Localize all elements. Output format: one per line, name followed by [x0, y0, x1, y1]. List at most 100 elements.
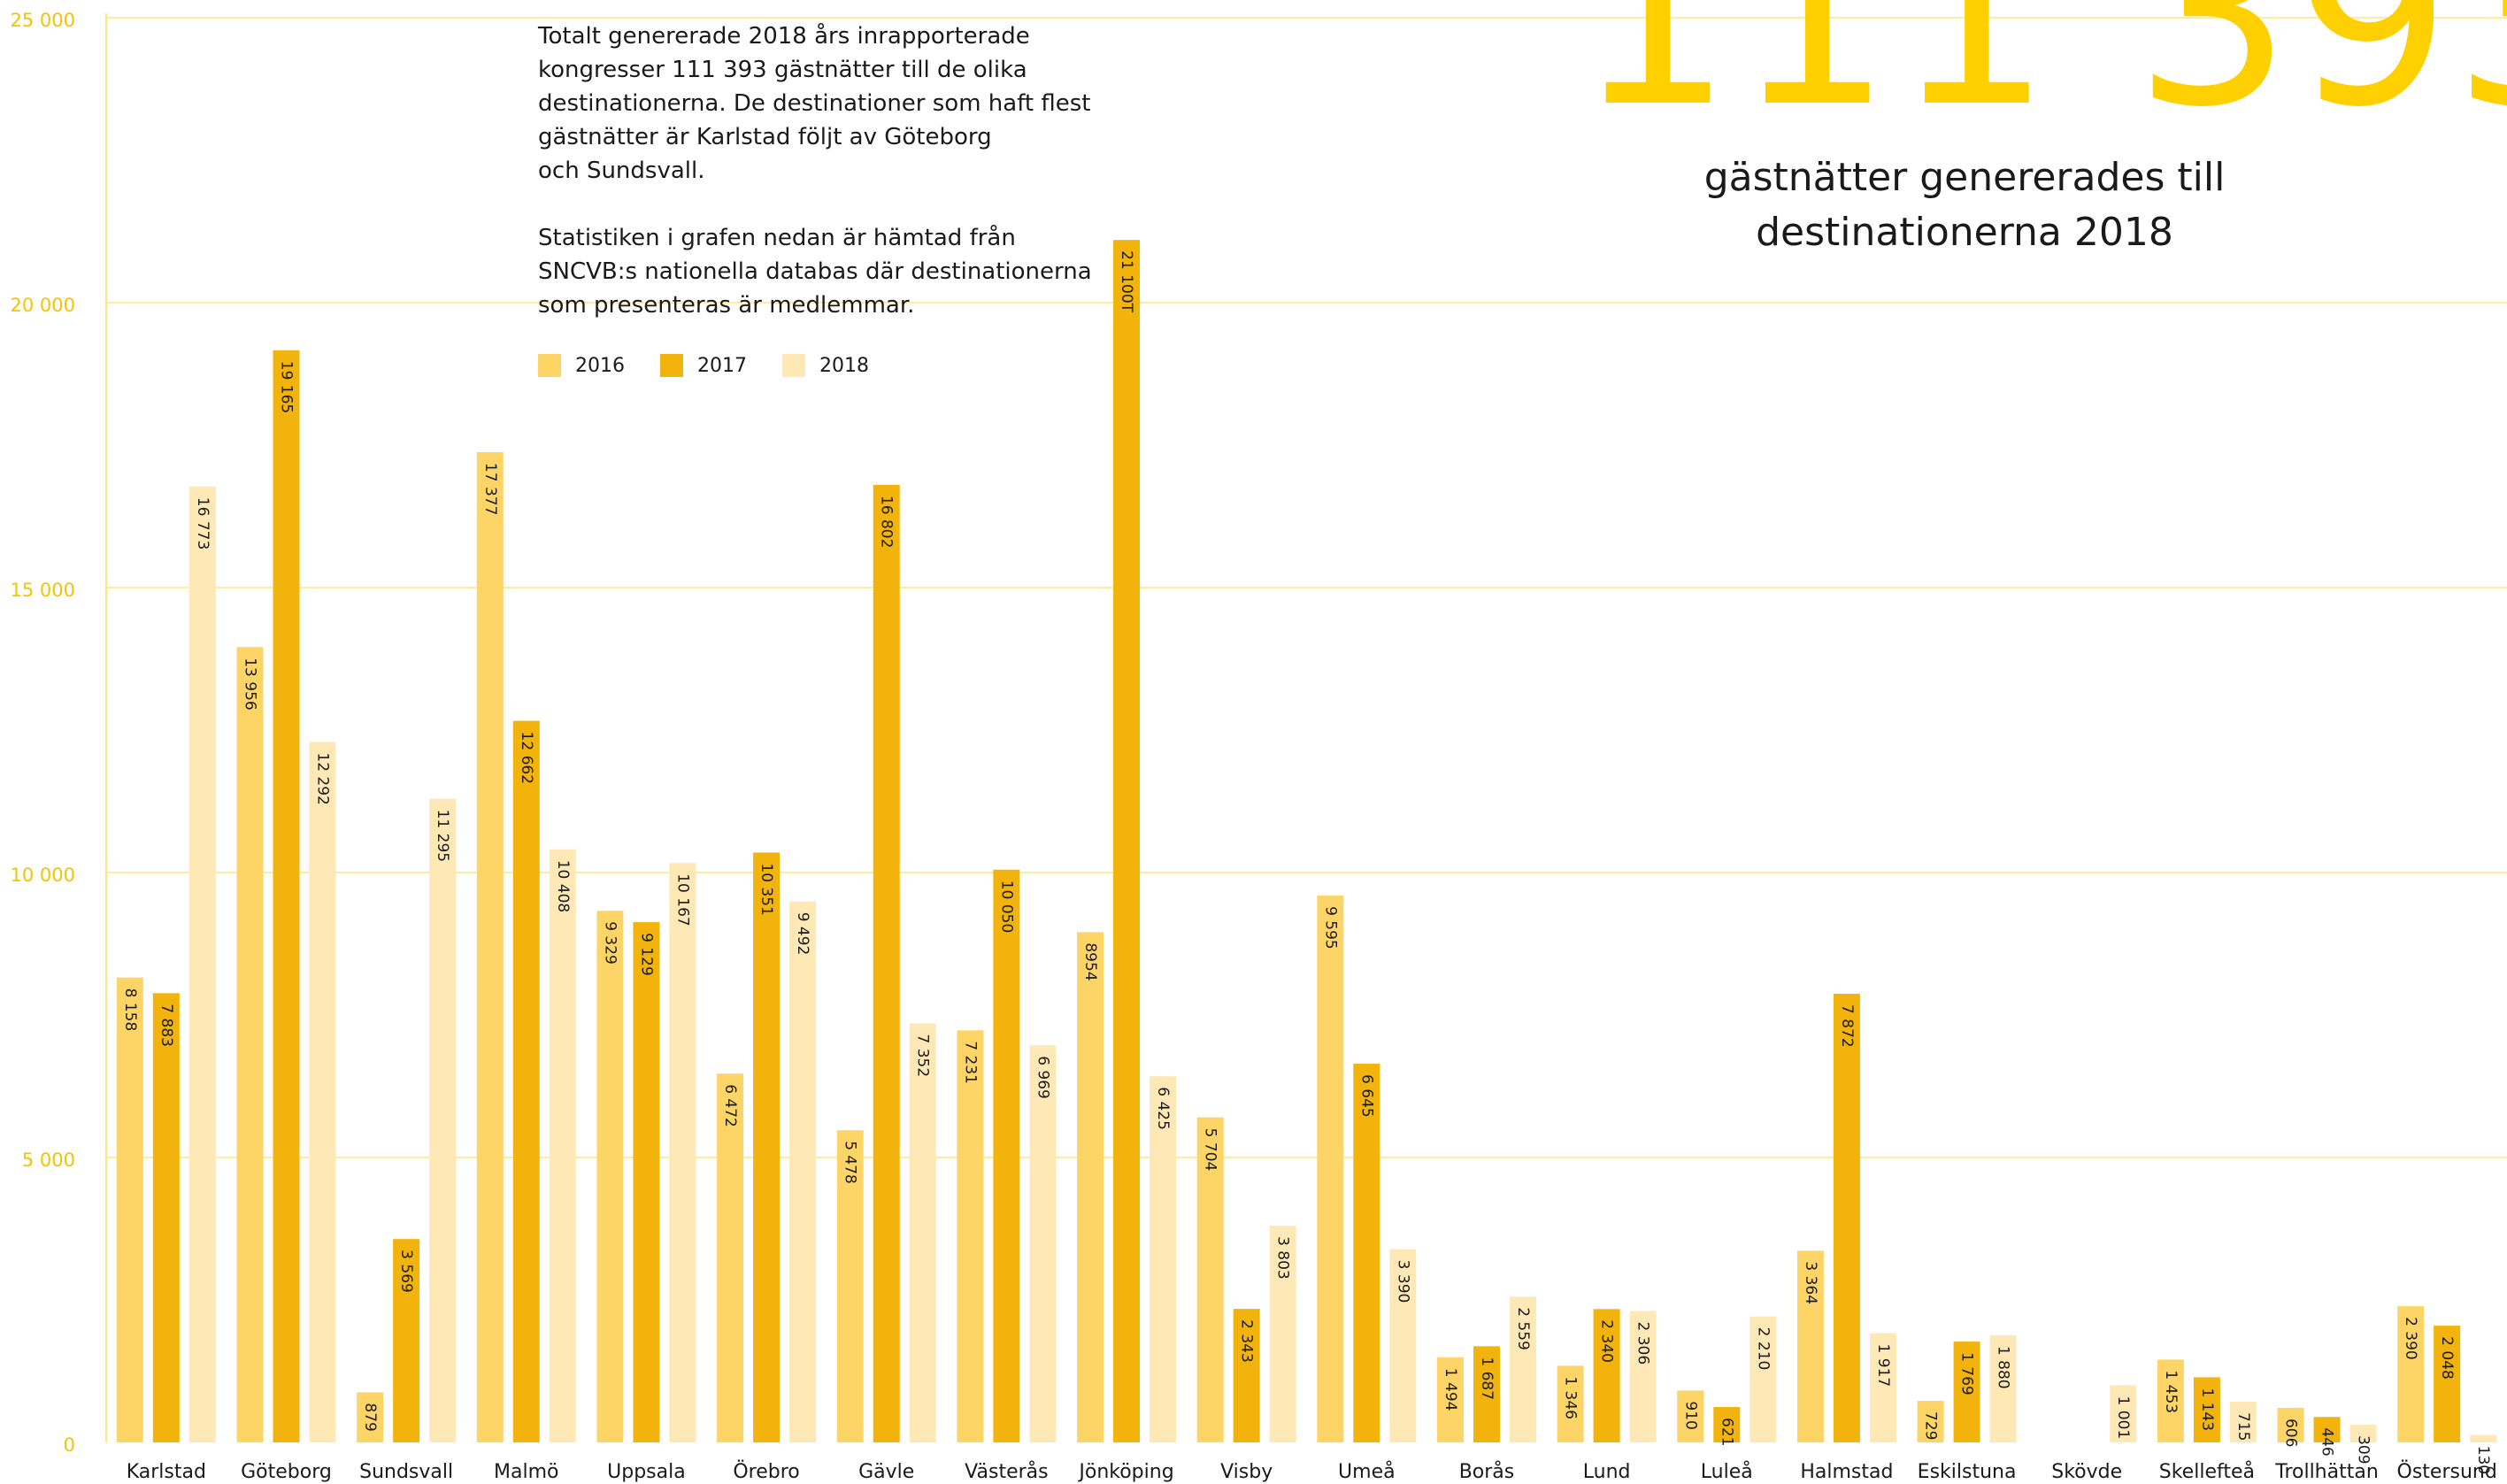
- value-label: 16 802: [878, 496, 896, 548]
- bar-2016-17: [2157, 1359, 2184, 1442]
- legend-item-2016: 2016: [538, 354, 625, 377]
- bar-2018-17: [2229, 1401, 2257, 1442]
- legend-item-2018: 2018: [782, 354, 869, 377]
- bar-2016-9: [1196, 1117, 1224, 1442]
- bars: [116, 240, 2497, 1443]
- y-tick-label: 5 000: [22, 1150, 75, 1171]
- value-label: 2 390: [2402, 1317, 2419, 1360]
- bar-2017-15: [1953, 1342, 1980, 1442]
- bar-2018-12: [1629, 1311, 1657, 1442]
- bar-2017-17: [2193, 1377, 2220, 1442]
- x-tick-label: Karlstad: [127, 1461, 206, 1483]
- value-label: 13 956: [241, 657, 258, 710]
- bar-2017-3: [512, 720, 540, 1442]
- value-labels: 8 158 7 883 16 773 13 956 19 165 12 292 879 3 5…: [121, 250, 2492, 1474]
- x-tick-label: Örebro: [733, 1460, 799, 1483]
- bar-2017-9: [1233, 1309, 1260, 1442]
- bar-2018-16: [2110, 1385, 2137, 1442]
- bar-2018-13: [1750, 1316, 1777, 1442]
- bar-2016-12: [1557, 1365, 1584, 1442]
- value-label: 6 425: [1154, 1087, 1172, 1130]
- bar-2017-13: [1713, 1407, 1741, 1442]
- bar-2018-0: [188, 486, 216, 1442]
- value-label: 21 100T: [1118, 250, 1135, 312]
- bar-2016-14: [1796, 1250, 1824, 1442]
- bar-2017-2: [393, 1239, 420, 1442]
- value-label: 2 048: [2438, 1336, 2456, 1380]
- value-label: 2 210: [1754, 1327, 1772, 1371]
- legend-swatch-2018: [782, 354, 805, 377]
- x-tick-label: Halmstad: [1800, 1461, 1893, 1483]
- y-tick-label: 25 000: [11, 10, 75, 31]
- y-axis: 0 5 000 10 000 15 000 20 000 25 000: [11, 10, 75, 1456]
- bar-2018-8: [1150, 1076, 1177, 1442]
- legend-label-2016: 2016: [575, 354, 625, 377]
- bar-2018-3: [549, 849, 576, 1442]
- value-label: 309: [2355, 1435, 2372, 1464]
- x-tick-label: Jönköping: [1077, 1461, 1173, 1483]
- legend: 2016 2017 2018: [538, 354, 869, 377]
- legend-item-2017: 2017: [660, 354, 747, 377]
- value-label: 2 559: [1514, 1307, 1532, 1350]
- value-label: 5 478: [842, 1141, 859, 1184]
- bar-2016-13: [1677, 1390, 1704, 1442]
- bar-2017-14: [1833, 994, 1860, 1442]
- bar-2017-18: [2313, 1417, 2341, 1442]
- value-label: 10 167: [673, 873, 691, 926]
- x-tick-label: Visby: [1220, 1461, 1273, 1483]
- x-tick-label: Sundsvall: [359, 1461, 453, 1483]
- bar-2016-11: [1436, 1357, 1464, 1442]
- x-tick-label: Göteborg: [241, 1461, 332, 1483]
- bar-2017-6: [873, 484, 900, 1442]
- value-label: 17 377: [481, 463, 499, 515]
- value-label: 1 143: [2198, 1388, 2216, 1431]
- x-tick-label: Trollhättan: [2274, 1461, 2379, 1483]
- x-tick-label: Uppsala: [607, 1461, 686, 1483]
- value-label: 7 883: [158, 1003, 175, 1047]
- y-tick-label: 0: [64, 1434, 75, 1456]
- x-tick-label: Luleå: [1701, 1460, 1753, 1483]
- bar-2016-10: [1317, 896, 1344, 1442]
- value-label: 2 306: [1634, 1321, 1652, 1365]
- value-label: 6 969: [1034, 1056, 1051, 1099]
- bar-2018-5: [789, 901, 817, 1442]
- bar-2017-8: [1113, 240, 1141, 1442]
- bar-2017-12: [1593, 1309, 1620, 1442]
- bar-2017-10: [1353, 1064, 1380, 1442]
- value-label: 2 340: [1598, 1319, 1616, 1363]
- bar-2016-15: [1917, 1401, 1944, 1442]
- value-label: 10 408: [554, 860, 572, 912]
- bar-2018-10: [1389, 1249, 1417, 1442]
- value-label: 5 704: [1202, 1128, 1219, 1172]
- value-label: 446: [2319, 1427, 2336, 1456]
- value-label: 1 769: [1958, 1352, 1976, 1396]
- legend-label-2018: 2018: [819, 354, 869, 377]
- value-label: 6 472: [721, 1084, 739, 1127]
- x-tick-label: Skövde: [2051, 1461, 2122, 1483]
- value-label: 1 001: [2114, 1396, 2132, 1440]
- value-label: 1 917: [1874, 1344, 1892, 1388]
- bar-2018-11: [1509, 1296, 1536, 1442]
- value-label: 9 595: [1321, 906, 1339, 950]
- value-label: 12 292: [313, 752, 331, 804]
- value-label: 1 453: [2162, 1370, 2180, 1413]
- legend-label-2017: 2017: [697, 354, 747, 377]
- bar-2018-6: [909, 1023, 936, 1442]
- y-tick-label: 10 000: [11, 865, 75, 886]
- bar-2018-19: [2470, 1434, 2497, 1442]
- value-label: 9 129: [637, 933, 655, 976]
- bar-2016-7: [957, 1030, 984, 1442]
- y-tick-label: 15 000: [11, 580, 75, 601]
- value-label: 11 295: [434, 810, 451, 862]
- bar-2018-2: [429, 798, 457, 1442]
- value-label: 8 158: [121, 988, 139, 1032]
- bar-2017-1: [273, 350, 300, 1443]
- x-tick-label: Eskilstuna: [1918, 1461, 2017, 1483]
- headline-caption: gästnätter genererades till destinatione…: [1703, 155, 2226, 255]
- value-label: 910: [1681, 1401, 1699, 1429]
- value-label: 1 494: [1442, 1368, 1459, 1411]
- bar-2017-7: [993, 869, 1020, 1442]
- bar-2017-5: [753, 852, 781, 1442]
- value-label: 1 687: [1478, 1357, 1496, 1400]
